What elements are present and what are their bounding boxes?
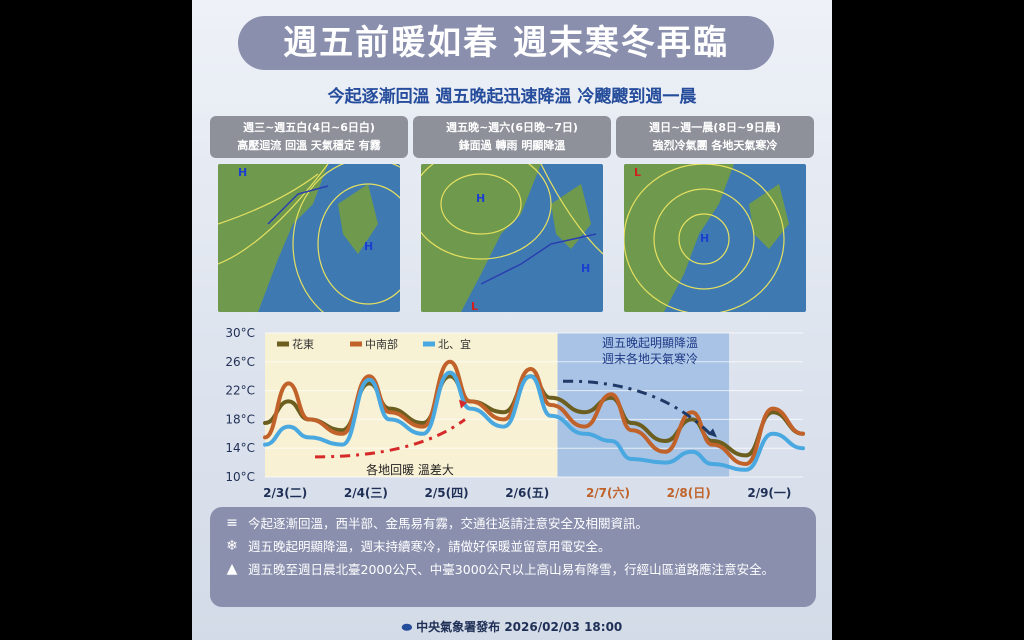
fog-icon: ≡ [226, 515, 238, 531]
x-tick-label: 2/6(五) [505, 486, 549, 500]
panel-header-2: 週五晚~週六(6日晚~7日) 鋒面過 轉雨 明顯降溫 [413, 116, 611, 158]
mountain-icon: ▲ [226, 561, 238, 577]
weather-map-2: H H L [421, 164, 603, 312]
note-text: 今起逐漸回溫，西半部、金馬易有霧，交通往返請注意安全及相關資訊。 [248, 516, 649, 531]
publisher-footer: ⬬ 中央氣象署發布 2026/02/03 18:00 [192, 618, 832, 635]
note-cold: ❄ 週五晚起明顯降溫，週末持續寒冷，請做好保暖並留意用電安全。 [222, 538, 804, 555]
series-line-中南部 [263, 359, 805, 467]
svg-text:H: H [364, 240, 373, 253]
panel-summary: 強烈冷氣團 各地天氣寒冷 [652, 139, 778, 152]
panel-period: 週日~週一晨(8日~9日晨) [649, 121, 781, 134]
y-tick-label: 26°C [225, 355, 255, 369]
svg-text:L: L [471, 300, 478, 312]
headline: 週五前暖如春 週末寒冬再臨 [238, 16, 774, 70]
cold-region [557, 333, 730, 477]
y-tick-label: 30°C [225, 326, 255, 340]
snowflake-icon: ❄ [226, 538, 238, 554]
legend-label: 花東 [292, 338, 314, 351]
legend-label: 中南部 [365, 337, 398, 351]
svg-text:H: H [238, 166, 247, 179]
note-text: 週五晚至週日晨北臺2000公尺、中臺3000公尺以上高山易有降雪，行經山區道路應… [248, 562, 775, 577]
subheadline: 今起逐漸回溫 週五晚起迅速降溫 冷颼颼到週一晨 [327, 87, 697, 107]
cooling-arrowhead [708, 428, 717, 438]
panel-summary: 高壓迴流 回溫 天氣穩定 有霧 [237, 139, 381, 152]
warming-arrowhead [459, 399, 467, 409]
cold-annotation: 週末各地天氣寒冷 [602, 351, 698, 366]
panel-period: 週三~週五白(4日~6日白) [243, 121, 375, 134]
note-snow: ▲ 週五晚至週日晨北臺2000公尺、中臺3000公尺以上高山易有降雪，行經山區道路… [222, 561, 804, 578]
cwa-logo-icon: ⬬ [401, 620, 417, 634]
x-tick-label: 2/5(四) [425, 486, 469, 500]
note-fog: ≡ 今起逐漸回溫，西半部、金馬易有霧，交通往返請注意安全及相關資訊。 [222, 515, 804, 532]
x-tick-label: 2/8(日) [667, 486, 711, 500]
cooling-arrow [562, 379, 712, 435]
y-tick-label: 22°C [225, 384, 255, 398]
svg-text:L: L [634, 166, 641, 179]
svg-text:H: H [476, 192, 485, 205]
y-tick-label: 10°C [225, 470, 255, 484]
weather-infographic: 週五前暖如春 週末寒冬再臨 今起逐漸回溫 週五晚起迅速降溫 冷颼颼到週一晨 週三… [192, 0, 832, 640]
cold-annotation: 週五晚起明顯降溫 [602, 336, 698, 350]
panel-summary: 鋒面過 轉雨 明顯降溫 [458, 139, 566, 152]
temperature-chart: 10°C 14°C 18°C 22°C 26°C 30°C 2/3(二) 2/4(三) 2/5(… [225, 326, 805, 500]
y-tick-label: 14°C [225, 441, 255, 455]
publish-info: 中央氣象署發布 2026/02/03 18:00 [416, 620, 623, 634]
note-text: 週五晚起明顯降溫，週末持續寒冷，請做好保暖並留意用電安全。 [248, 539, 611, 554]
series-line-北、宜 [263, 370, 805, 472]
x-tick-label: 2/9(一) [747, 486, 791, 500]
svg-text:H: H [581, 262, 590, 275]
legend-label: 北、宜 [438, 337, 471, 351]
panel-period: 週五晚~週六(6日晚~7日) [446, 121, 578, 134]
panel-header-1: 週三~週五白(4日~6日白) 高壓迴流 回溫 天氣穩定 有霧 [210, 116, 408, 158]
panel-header-3: 週日~週一晨(8日~9日晨) 強烈冷氣團 各地天氣寒冷 [616, 116, 814, 158]
x-tick-label: 2/7(六) [586, 485, 630, 500]
warm-annotation: 各地回暖 溫差大 [366, 462, 454, 477]
warm-region [265, 333, 558, 477]
svg-text:H: H [700, 232, 709, 245]
x-tick-label: 2/3(二) [263, 486, 307, 500]
x-tick-label: 2/4(三) [344, 486, 388, 500]
y-tick-label: 18°C [225, 412, 255, 426]
notes-box: ≡ 今起逐漸回溫，西半部、金馬易有霧，交通往返請注意安全及相關資訊。 ❄ 週五晚起明… [210, 507, 816, 607]
warming-arrow [314, 418, 466, 459]
